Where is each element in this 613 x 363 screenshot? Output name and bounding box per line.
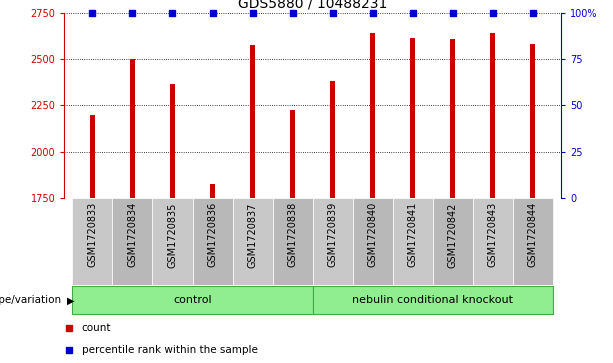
Text: GSM1720842: GSM1720842 (447, 202, 458, 268)
Bar (232, 198, 273, 285)
Bar (313, 198, 352, 285)
Bar (130, 59, 135, 198)
Text: GSM1720838: GSM1720838 (287, 202, 297, 268)
Text: control: control (173, 295, 212, 305)
Bar (530, 44, 535, 198)
Bar (513, 198, 553, 285)
Bar (473, 198, 513, 285)
Text: count: count (82, 323, 111, 333)
Bar (393, 198, 433, 285)
Text: GSM1720837: GSM1720837 (248, 202, 257, 268)
Text: genotype/variation: genotype/variation (0, 295, 61, 305)
Bar (451, 38, 455, 198)
Bar (313, 286, 553, 314)
Text: GSM1720844: GSM1720844 (528, 202, 538, 268)
Bar (273, 198, 313, 285)
Bar (410, 38, 415, 198)
Text: nebulin conditional knockout: nebulin conditional knockout (352, 295, 513, 305)
Bar (250, 45, 255, 198)
Bar (490, 33, 495, 198)
Text: GSM1720836: GSM1720836 (208, 202, 218, 268)
Text: GSM1720835: GSM1720835 (167, 202, 178, 268)
Bar (330, 81, 335, 198)
Text: GSM1720840: GSM1720840 (368, 202, 378, 268)
Bar (72, 286, 313, 314)
Bar (290, 110, 295, 198)
Text: ▶: ▶ (67, 295, 75, 305)
Text: GSM1720843: GSM1720843 (488, 202, 498, 268)
Bar (433, 198, 473, 285)
Bar (72, 198, 112, 285)
Bar (370, 33, 375, 198)
Bar (352, 198, 393, 285)
Text: GSM1720839: GSM1720839 (328, 202, 338, 268)
Bar (210, 184, 215, 198)
Text: GSM1720841: GSM1720841 (408, 202, 417, 268)
Text: GSM1720834: GSM1720834 (128, 202, 137, 268)
Text: percentile rank within the sample: percentile rank within the sample (82, 345, 257, 355)
Text: GSM1720833: GSM1720833 (88, 202, 97, 268)
Bar (90, 115, 95, 198)
Bar (192, 198, 232, 285)
Bar (112, 198, 153, 285)
Bar (170, 84, 175, 198)
Title: GDS5880 / 10488231: GDS5880 / 10488231 (238, 0, 387, 10)
Bar (153, 198, 192, 285)
